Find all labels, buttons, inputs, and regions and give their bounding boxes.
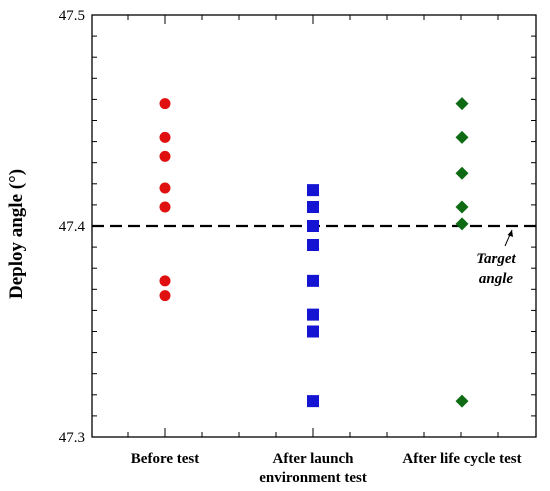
data-point-square	[307, 238, 319, 251]
x-category-label-line: environment test	[259, 470, 367, 486]
annotation-arrow-head	[507, 230, 513, 237]
labels-layer: 47.3 47.4 47.5 Before test After launch envir…	[6, 8, 522, 486]
data-point-diamond	[455, 130, 469, 144]
x-category-label: After life cycle test	[402, 451, 521, 467]
data-point-circle	[159, 182, 171, 194]
data-points-layer	[159, 97, 469, 408]
data-point-diamond	[455, 200, 469, 214]
data-point-circle	[159, 150, 171, 162]
data-point-circle	[159, 290, 171, 302]
data-point-circle	[159, 201, 171, 213]
data-point-square	[307, 220, 319, 232]
data-point-circle	[159, 98, 171, 110]
x-category-label-line: Before test	[131, 451, 199, 467]
data-point-square	[307, 274, 319, 287]
target-angle-annotation: Target angle	[476, 251, 516, 287]
data-point-square	[307, 325, 319, 338]
x-category-label: After launch environment test	[259, 451, 367, 486]
data-point-square	[307, 395, 319, 408]
target-angle-annotation-line: Target	[476, 251, 516, 267]
data-point-diamond	[455, 217, 469, 231]
y-axis-label: Deploy angle (°)	[6, 169, 27, 299]
y-tick-label: 47.4	[59, 219, 86, 235]
data-point-diamond	[455, 166, 469, 180]
data-point-square	[307, 184, 319, 197]
x-category-label: Before test	[131, 451, 199, 467]
data-point-diamond	[455, 394, 469, 408]
target-angle-annotation-line: angle	[479, 271, 514, 287]
data-point-circle	[159, 131, 171, 143]
data-point-square	[307, 308, 319, 321]
y-tick-label: 47.3	[59, 430, 85, 446]
x-category-label-line: After launch	[273, 451, 355, 467]
data-point-circle	[159, 275, 171, 287]
y-tick-label: 47.5	[59, 8, 85, 24]
data-point-square	[307, 201, 319, 214]
x-category-label-line: After life cycle test	[402, 451, 521, 467]
data-point-diamond	[455, 97, 469, 111]
